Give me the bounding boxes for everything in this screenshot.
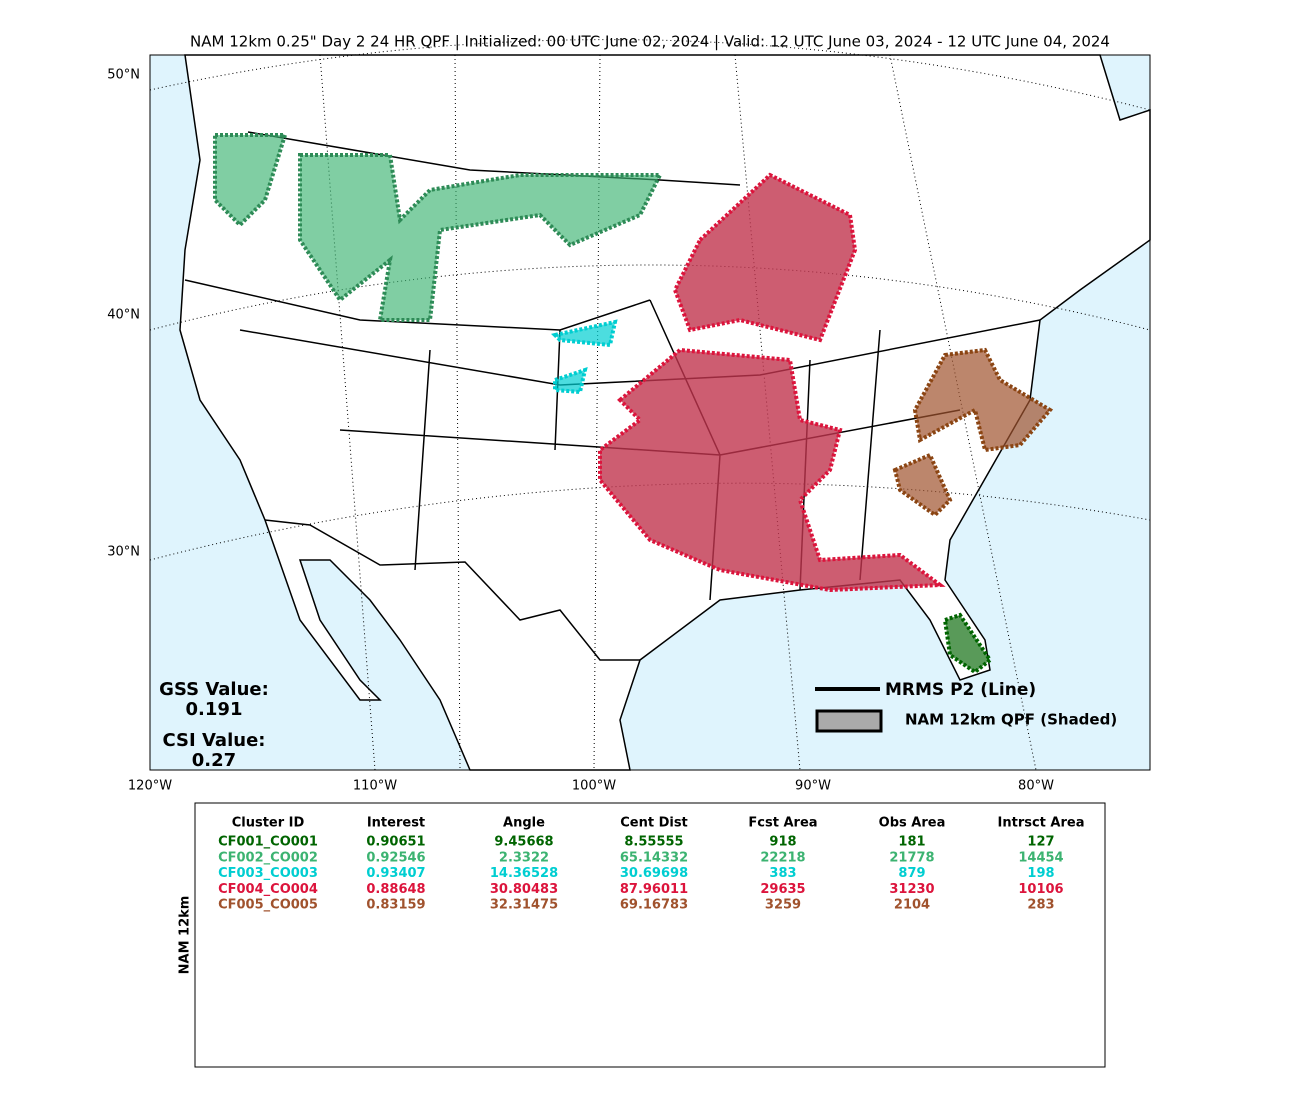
lat-label: 30°N bbox=[107, 545, 140, 560]
table-cell: 283 bbox=[1027, 898, 1054, 913]
table-cell: 29635 bbox=[760, 882, 805, 897]
table-cell: 2104 bbox=[894, 898, 930, 913]
table-header: Cent Dist bbox=[620, 816, 688, 831]
table: Cluster ID Interest Angle Cent Dist Fcst Are… bbox=[218, 816, 1084, 913]
clusters bbox=[213, 133, 1054, 675]
title: NAM 12km 0.25" Day 2 24 HR QPF | Initial… bbox=[190, 33, 1110, 51]
table-cell: CF002_CO002 bbox=[218, 850, 318, 865]
table-cell: 3259 bbox=[765, 898, 801, 913]
axis-labels: 50°N 40°N 30°N 120°W 110°W 100°W 90°W 80°W bbox=[107, 68, 1054, 794]
table-header: Obs Area bbox=[879, 816, 946, 831]
table-cell: 31230 bbox=[889, 882, 934, 897]
lon-label: 90°W bbox=[795, 779, 831, 794]
lon-label: 100°W bbox=[572, 779, 616, 794]
graticule bbox=[149, 39, 1151, 771]
cluster-4 bbox=[598, 172, 946, 593]
gss-value: 0.191 bbox=[186, 699, 243, 720]
table-cell: 14454 bbox=[1018, 850, 1063, 865]
table-cell: 65.14332 bbox=[620, 850, 688, 865]
table-side-label: NAM 12km bbox=[178, 896, 193, 975]
legend-shaded-label: NAM 12km QPF (Shaded) bbox=[905, 711, 1117, 729]
table-cell: 0.93407 bbox=[366, 866, 425, 881]
table-header: Angle bbox=[503, 816, 545, 831]
lon-label: 80°W bbox=[1018, 779, 1054, 794]
table-cell: CF005_CO005 bbox=[218, 898, 318, 913]
table-cell: 2.3322 bbox=[499, 850, 549, 865]
legend-swatch bbox=[815, 709, 883, 733]
lon-label: 110°W bbox=[353, 779, 397, 794]
lon-label: 120°W bbox=[128, 779, 172, 794]
csi-label: CSI Value: bbox=[163, 730, 266, 751]
table-cell: 383 bbox=[769, 866, 796, 881]
cluster-2 bbox=[213, 133, 664, 322]
map-frame bbox=[149, 54, 1151, 771]
table-cell: CF004_CO004 bbox=[218, 882, 318, 897]
table-header: Cluster ID bbox=[232, 816, 305, 831]
table-cell: 30.69698 bbox=[620, 866, 688, 881]
table-cell: 22218 bbox=[760, 850, 805, 865]
table-cell: 30.80483 bbox=[490, 882, 558, 897]
table-header: Fcst Area bbox=[748, 816, 817, 831]
table-cell: CF001_CO001 bbox=[218, 835, 318, 850]
table-cell: 0.90651 bbox=[366, 835, 425, 850]
lat-label: 40°N bbox=[107, 308, 140, 323]
table-header: Interest bbox=[367, 816, 425, 831]
table-cell: 8.55555 bbox=[624, 835, 683, 850]
lat-label: 50°N bbox=[107, 68, 140, 83]
table-cell: 127 bbox=[1027, 835, 1054, 850]
table-frame bbox=[194, 802, 1106, 1068]
table-cell: 181 bbox=[898, 835, 925, 850]
table-cell: 0.92546 bbox=[366, 850, 425, 865]
table-cell: CF003_CO003 bbox=[218, 866, 318, 881]
map: MRMS P2 (Line) NAM 12km QPF (Shaded) GSS… bbox=[149, 39, 1151, 771]
table-cell: 21778 bbox=[889, 850, 934, 865]
table-cell: 918 bbox=[769, 835, 796, 850]
table-cell: 87.96011 bbox=[620, 882, 688, 897]
table-cell: 32.31475 bbox=[490, 898, 558, 913]
legend-line-label: MRMS P2 (Line) bbox=[885, 680, 1036, 700]
gss-label: GSS Value: bbox=[159, 679, 269, 700]
table-cell: 14.36528 bbox=[490, 866, 558, 881]
table-cell: 198 bbox=[1027, 866, 1054, 881]
table-cell: 879 bbox=[898, 866, 925, 881]
table-cell: 69.16783 bbox=[620, 898, 688, 913]
table-cell: 0.88648 bbox=[366, 882, 425, 897]
cluster-3 bbox=[550, 319, 618, 395]
table-cell: 10106 bbox=[1018, 882, 1063, 897]
csi-value: 0.27 bbox=[192, 750, 236, 771]
table-cell: 9.45668 bbox=[494, 835, 553, 850]
table-header: Intrsct Area bbox=[998, 816, 1085, 831]
cluster-1 bbox=[942, 612, 993, 675]
table-cell: 0.83159 bbox=[366, 898, 425, 913]
cluster-5 bbox=[892, 347, 1054, 518]
